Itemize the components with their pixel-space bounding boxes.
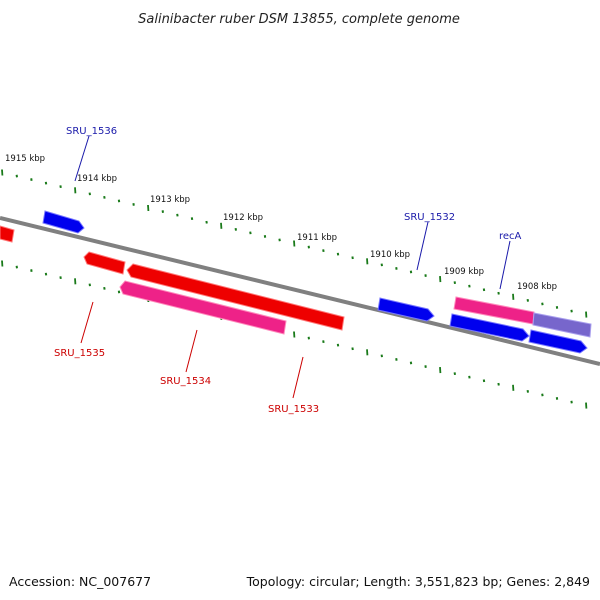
gene-label-sru-1533[interactable]: SRU_1533 [268,404,319,415]
tick-label-1914: 1914 kbp [77,174,117,184]
gene-recA-feature[interactable] [532,312,592,338]
label-line-recA [499,240,511,290]
topology-text: Topology: circular; Length: 3,551,823 bp… [246,574,590,589]
gene-sru-1532-segment[interactable] [377,297,435,322]
gene-sru-1534[interactable] [119,280,287,335]
map-title: Salinibacter ruber DSM 13855, complete g… [138,12,460,27]
label-line-sru-1534 [185,329,198,373]
gene-label-sru-1532[interactable]: SRU_1532 [404,212,455,223]
gene-label-sru-1536[interactable]: SRU_1536 [66,126,117,137]
genome-backbone [0,216,600,366]
label-line-sru-1535 [80,301,94,344]
tick-label-1908: 1908 kbp [517,282,557,292]
tick-label-1911: 1911 kbp [297,233,337,243]
accession-text: Accession: NC_007677 [9,574,151,589]
tick-label-1913: 1913 kbp [150,195,190,205]
label-line-sru-1536 [74,135,90,182]
gene-left-edge[interactable] [0,225,15,243]
tick-label-1910: 1910 kbp [370,250,410,260]
gene-label-sru-1535[interactable]: SRU_1535 [54,348,105,359]
gene-sru-1535[interactable] [83,251,126,275]
tick-label-1912: 1912 kbp [223,213,263,223]
gene-label-recA[interactable]: recA [499,231,522,242]
label-line-sru-1533 [292,356,304,399]
gene-recA-lower-a[interactable] [449,313,530,342]
outer-tick-row [1,169,588,318]
gene-label-sru-1534[interactable]: SRU_1534 [160,376,211,387]
gene-recA-lower-b[interactable] [528,329,588,354]
gene-sru-1533[interactable] [126,263,345,331]
tick-label-1915: 1915 kbp [5,154,45,164]
tick-label-1909: 1909 kbp [444,267,484,277]
gene-sru-1536[interactable] [42,210,85,234]
label-line-sru-1532 [416,221,429,271]
